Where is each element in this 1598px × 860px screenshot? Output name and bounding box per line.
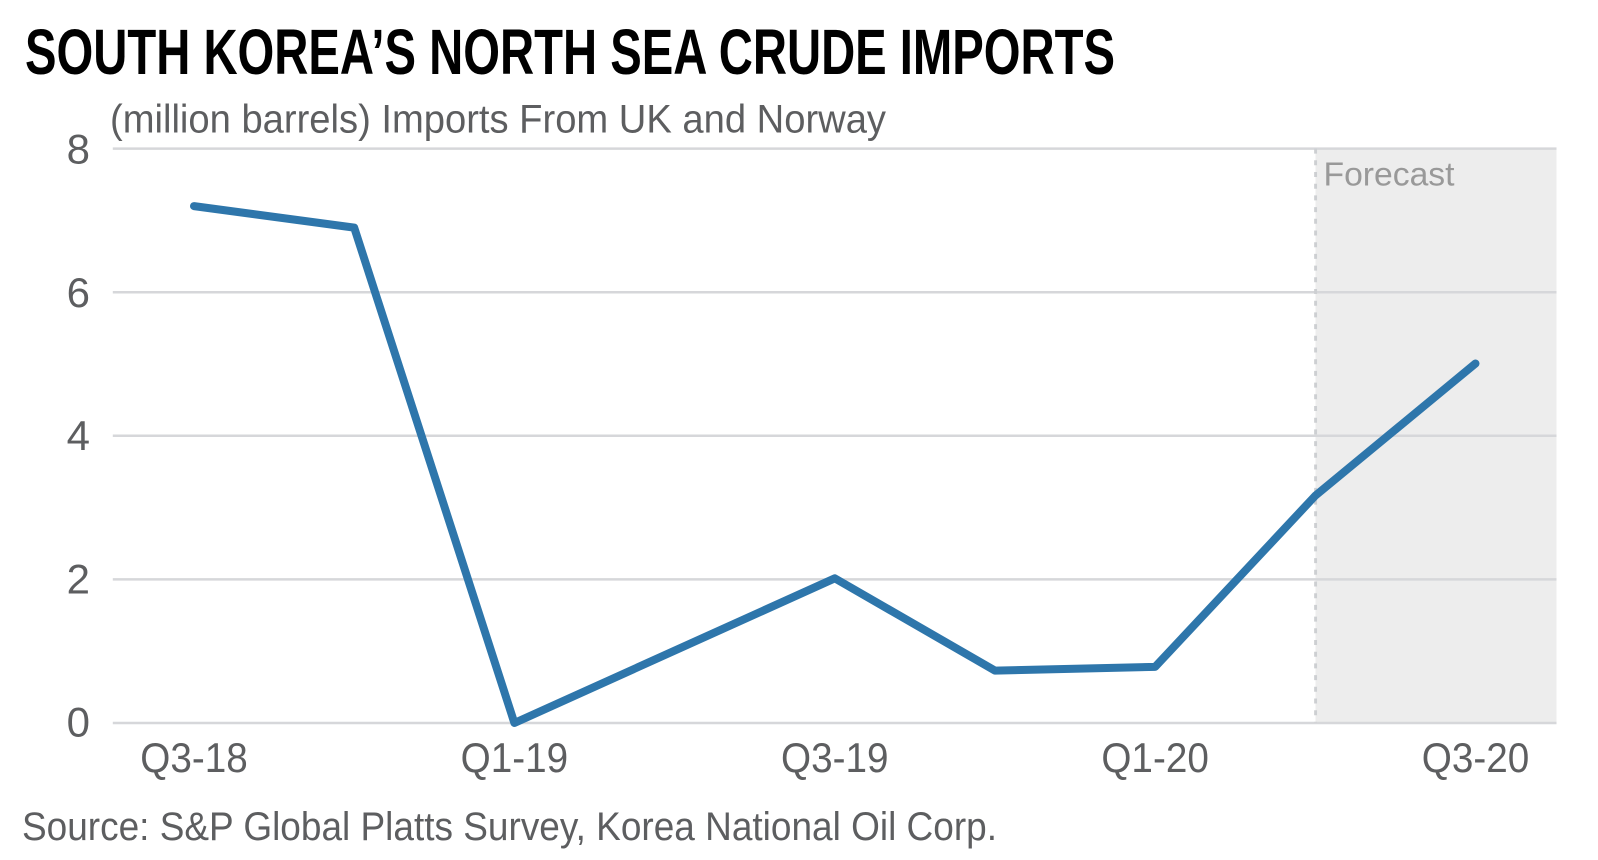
svg-text:6: 6 — [67, 269, 90, 316]
svg-text:SOUTH KOREA’S NORTH SEA CRUDE: SOUTH KOREA’S NORTH SEA CRUDE IMPORTS — [25, 16, 1115, 88]
svg-text:Source: S&P Global Platts Surv: Source: S&P Global Platts Survey, Korea … — [22, 805, 997, 849]
svg-text:Q3-20: Q3-20 — [1422, 734, 1530, 781]
svg-text:8: 8 — [67, 126, 90, 173]
svg-text:Q1-19: Q1-19 — [461, 734, 569, 781]
svg-text:Forecast: Forecast — [1324, 156, 1455, 193]
svg-text:Q3-19: Q3-19 — [781, 734, 889, 781]
svg-text:2: 2 — [67, 556, 90, 603]
svg-text:4: 4 — [67, 412, 90, 459]
svg-text:Q1-20: Q1-20 — [1101, 734, 1209, 781]
svg-text:0: 0 — [67, 699, 90, 746]
svg-text:Q3-18: Q3-18 — [140, 734, 248, 781]
svg-text:(million barrels) Imports From: (million barrels) Imports From UK and No… — [110, 98, 886, 142]
